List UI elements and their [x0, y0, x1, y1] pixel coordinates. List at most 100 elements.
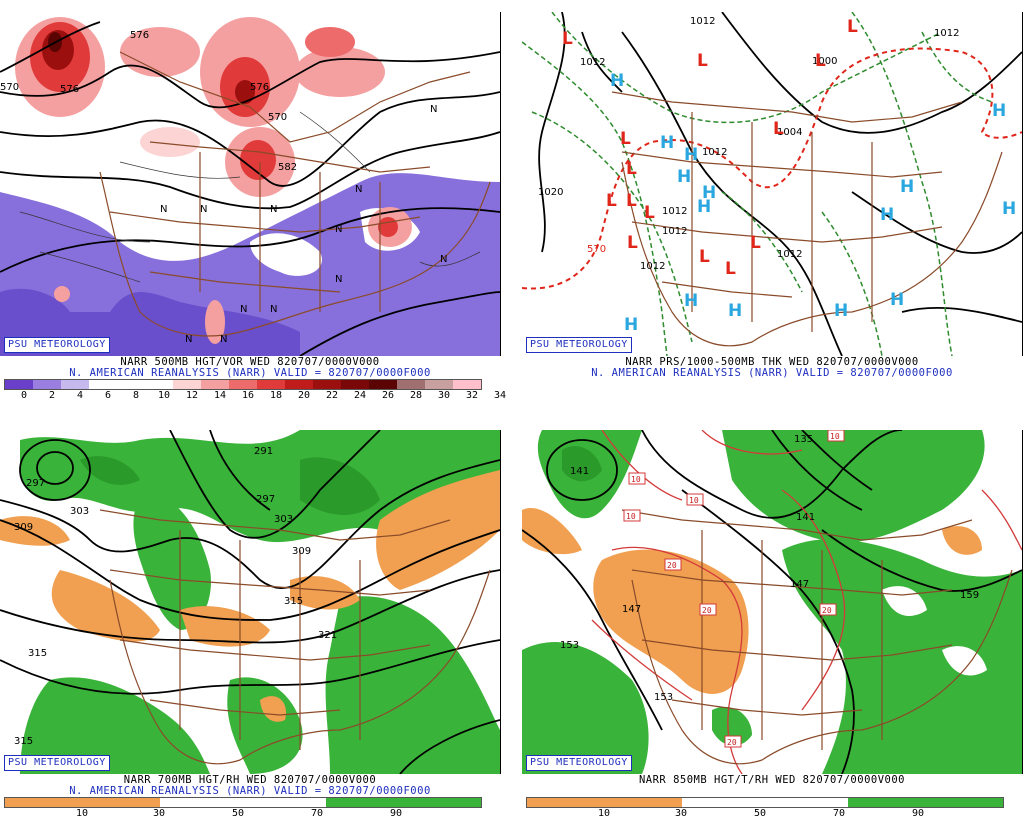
- svg-text:N: N: [270, 304, 277, 315]
- map-pressure: 1012 1012 1012 1020 1012 1004 1012 1012 1012 1…: [522, 12, 1023, 356]
- rh700-map-svg: 297 303 309 291 297 303 309 315 321 315 315: [0, 430, 500, 774]
- svg-text:1012: 1012: [702, 147, 727, 158]
- svg-text:L: L: [815, 51, 826, 71]
- svg-text:H: H: [728, 301, 742, 321]
- svg-text:H: H: [684, 145, 698, 165]
- panel-700mb-rh: 297 303 309 291 297 303 309 315 321 315 315 PSU…: [0, 430, 501, 830]
- colorbar-tick: 16: [241, 390, 255, 401]
- svg-text:1012: 1012: [777, 249, 802, 260]
- svg-text:1004: 1004: [777, 127, 802, 138]
- svg-text:1000: 1000: [812, 56, 837, 67]
- colorbar-tick: 70: [310, 808, 324, 819]
- colorbar-tick: 34: [493, 390, 507, 401]
- svg-text:576: 576: [130, 30, 149, 41]
- svg-text:1012: 1012: [934, 28, 959, 39]
- rh850-map-svg: 141 135 141 147 147 153 153 159 10 10 10 10 2…: [522, 430, 1022, 774]
- svg-text:1012: 1012: [662, 226, 687, 237]
- colorbar-tick: 22: [325, 390, 339, 401]
- svg-text:N: N: [355, 184, 362, 195]
- colorbar-tick: 24: [353, 390, 367, 401]
- svg-text:H: H: [610, 71, 624, 91]
- svg-text:10: 10: [626, 512, 636, 521]
- colorbar-tick: 10: [75, 808, 89, 819]
- svg-text:N: N: [335, 224, 342, 235]
- colorbar-tick: 90: [389, 808, 403, 819]
- panel-pressure-thickness: 1012 1012 1012 1020 1012 1004 1012 1012 1012 1…: [522, 12, 1023, 412]
- colorbar-segment: [117, 380, 145, 389]
- svg-text:135: 135: [794, 434, 813, 445]
- panel-850mb-t-rh: 141 135 141 147 147 153 153 159 10 10 10 10 2…: [522, 430, 1023, 830]
- svg-text:303: 303: [70, 506, 89, 517]
- colorbar-tick: 90: [911, 808, 925, 819]
- svg-text:10: 10: [830, 432, 840, 441]
- svg-text:315: 315: [284, 596, 303, 607]
- svg-text:L: L: [773, 119, 784, 139]
- svg-text:L: L: [620, 129, 631, 149]
- high-pressure-markers: HHH HHH HHH HHH HHH: [610, 71, 1016, 335]
- map-700mb: 297 303 309 291 297 303 309 315 321 315 315 PSU…: [0, 430, 501, 774]
- svg-text:H: H: [684, 291, 698, 311]
- colorbar-tick: 30: [674, 808, 688, 819]
- svg-text:L: L: [644, 203, 655, 223]
- colorbar-tick: 18: [269, 390, 283, 401]
- panel-title: NARR 850MB HGT/T/RH WED 820707/0000V000: [638, 774, 906, 786]
- svg-text:H: H: [624, 315, 638, 335]
- colorbar-tick: 14: [213, 390, 227, 401]
- rh-colorbar: [526, 797, 1004, 808]
- svg-text:303: 303: [274, 514, 293, 525]
- colorbar-tick: 2: [48, 390, 56, 401]
- svg-text:576: 576: [250, 82, 269, 93]
- colorbar-tick: 10: [597, 808, 611, 819]
- colorbar-tick: 26: [381, 390, 395, 401]
- low-pressure-markers: LLL LLL LL L LL L LL: [562, 17, 858, 279]
- svg-text:N: N: [440, 254, 447, 265]
- panel-title: NARR PRS/1000-500MB THK WED 820707/0000V…: [625, 356, 919, 368]
- svg-text:L: L: [699, 247, 710, 267]
- svg-text:N: N: [240, 304, 247, 315]
- colorbar-segment: [341, 380, 369, 389]
- svg-text:L: L: [725, 259, 736, 279]
- svg-text:147: 147: [790, 579, 809, 590]
- colorbar-segment: [453, 380, 481, 389]
- colorbar-tick: 10: [157, 390, 171, 401]
- svg-text:309: 309: [292, 546, 311, 557]
- svg-text:10: 10: [631, 475, 641, 484]
- colorbar-tick: 6: [104, 390, 112, 401]
- colorbar-tick: 8: [132, 390, 140, 401]
- svg-text:H: H: [992, 101, 1006, 121]
- svg-text:1012: 1012: [662, 206, 687, 217]
- vorticity-map-svg: 570 576 576 576 570 582 N N N N N N N N N N N N: [0, 12, 500, 356]
- svg-text:10: 10: [689, 496, 699, 505]
- svg-text:153: 153: [654, 692, 673, 703]
- colorbar-segment: [257, 380, 285, 389]
- panel-valid-line: N. AMERICAN REANALYSIS (NARR) VALID = 82…: [591, 367, 953, 379]
- svg-text:20: 20: [727, 738, 737, 747]
- svg-text:H: H: [697, 197, 711, 217]
- svg-text:L: L: [627, 233, 638, 253]
- svg-text:1012: 1012: [640, 261, 665, 272]
- psu-meteorology-badge: PSU METEOROLOGY: [4, 755, 110, 771]
- svg-text:H: H: [890, 290, 904, 310]
- svg-text:20: 20: [702, 606, 712, 615]
- svg-text:297: 297: [26, 478, 45, 489]
- colorbar-segment: [5, 380, 33, 389]
- svg-text:H: H: [677, 167, 691, 187]
- svg-text:321: 321: [318, 630, 337, 641]
- svg-text:H: H: [900, 177, 914, 197]
- svg-text:L: L: [626, 159, 637, 179]
- svg-text:N: N: [200, 204, 207, 215]
- svg-text:291: 291: [254, 446, 273, 457]
- colorbar-segment: [61, 380, 89, 389]
- svg-text:H: H: [702, 183, 716, 203]
- svg-text:L: L: [626, 191, 637, 211]
- colorbar-tick: 28: [409, 390, 423, 401]
- svg-text:N: N: [270, 204, 277, 215]
- svg-text:N: N: [430, 104, 437, 115]
- pressure-map-svg: 1012 1012 1012 1020 1012 1004 1012 1012 1012 1…: [522, 12, 1022, 356]
- svg-text:N: N: [160, 204, 167, 215]
- svg-text:L: L: [606, 191, 617, 211]
- colorbar-segment: [313, 380, 341, 389]
- svg-text:582: 582: [278, 162, 297, 173]
- svg-text:L: L: [750, 233, 761, 253]
